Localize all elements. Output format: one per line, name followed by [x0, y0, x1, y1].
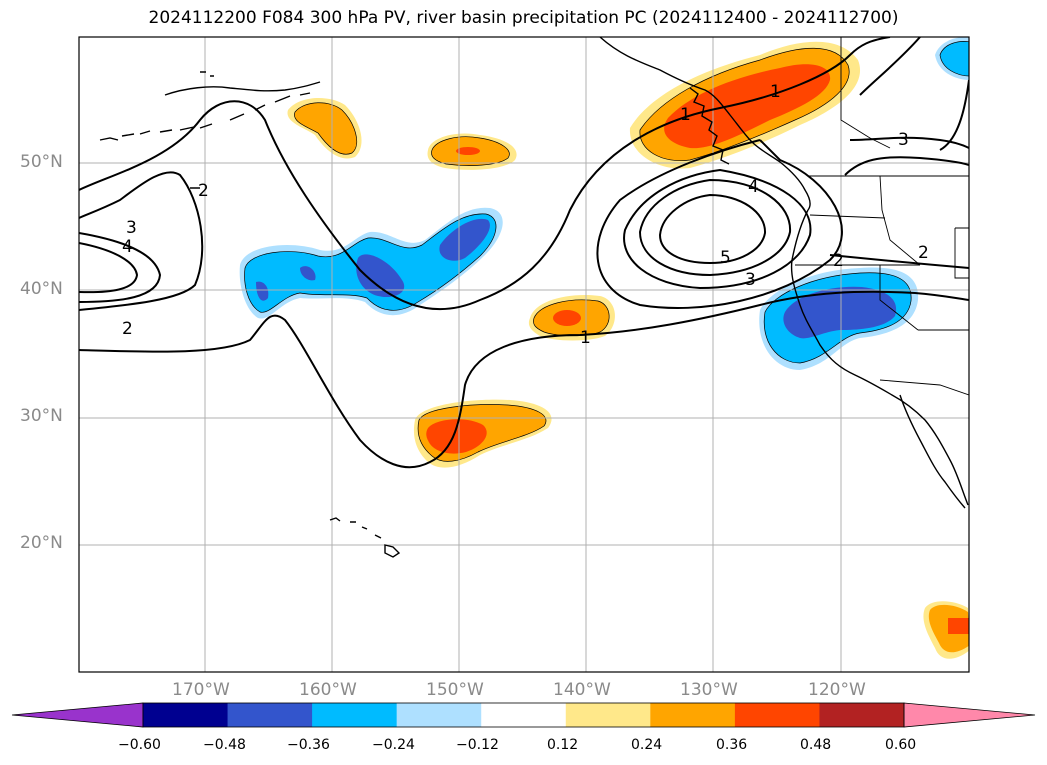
pv-contour-5-east — [658, 193, 767, 265]
contour-labels: 3 4 2 2 1 1 5 4 3 2 3 2 1 — [122, 82, 929, 348]
pv-contour-ne-edge — [939, 79, 969, 151]
lon-label-120w: 120°W — [808, 680, 866, 700]
precip-blob-npac-negative-blue-3 — [300, 266, 316, 281]
coast-alaska — [599, 37, 811, 211]
contour-label: 2 — [198, 181, 209, 201]
precip-blob-npac-negative-blue-4 — [256, 281, 269, 301]
colorbar-tick: −0.24 — [372, 737, 415, 753]
precip-anomalies — [239, 37, 969, 659]
precip-blob-aleutian-orange — [294, 102, 357, 155]
coast-sea-islands — [190, 71, 214, 189]
precip-outlines — [244, 41, 969, 462]
lat-label-50n: 50°N — [20, 152, 63, 172]
plot-content — [79, 37, 969, 672]
contour-label: 2 — [833, 251, 844, 271]
precip-blob-140w-red — [553, 310, 581, 326]
border-nevada — [879, 265, 919, 331]
contour-label: 4 — [748, 177, 759, 197]
pv-contour-3-ne — [849, 136, 969, 149]
colorbar-tick: 0.48 — [800, 737, 832, 753]
coast-alaska-peninsula — [164, 81, 321, 96]
colorbar-segments — [143, 703, 905, 727]
contour-label: 1 — [770, 82, 781, 102]
coast-hawaii — [329, 517, 401, 558]
precip-blob-npac-negative-blue — [356, 254, 405, 298]
contour-label: 1 — [680, 105, 691, 125]
precip-blob-se-red — [948, 618, 969, 634]
precip-blob-midpac-north-red — [456, 147, 480, 155]
precip-blob-npac-negative-blue-2 — [439, 218, 490, 261]
colorbar-tick: 0.60 — [885, 737, 917, 753]
pv-contours — [79, 37, 969, 469]
colorbar-segment — [481, 703, 567, 727]
pv-contour-2-ne — [844, 37, 969, 176]
lon-label-160w: 160°W — [299, 680, 357, 700]
lon-label-130w: 130°W — [680, 680, 738, 700]
lat-label-20n: 20°N — [20, 533, 63, 553]
border-east — [954, 227, 969, 279]
pv-contour-3-east — [623, 168, 812, 290]
colorbar-tick: 0.24 — [631, 737, 663, 753]
colorbar-segment — [650, 703, 736, 727]
plot-frame — [78, 36, 970, 673]
border-washington-oregon — [809, 214, 886, 219]
colorbar-tick: 0.36 — [716, 737, 748, 753]
border-alaska-canada — [840, 37, 891, 149]
contour-label: 5 — [720, 248, 731, 268]
contour-label: 2 — [918, 243, 929, 263]
lat-label-40n: 40°N — [20, 279, 63, 299]
precip-blob-ne-cyan — [940, 41, 969, 76]
lon-label-170w: 170°W — [172, 680, 230, 700]
contour-label: 4 — [122, 237, 133, 257]
colorbar-tick: −0.60 — [118, 737, 161, 753]
contour-label: 3 — [898, 130, 909, 150]
lat-label-30n: 30°N — [20, 406, 63, 426]
pv-contour-4-east — [638, 178, 792, 277]
contour-label: 1 — [580, 328, 591, 348]
colorbar-segment — [396, 703, 482, 727]
coastlines — [99, 37, 969, 558]
pv-contour-2-west — [79, 171, 204, 311]
precip-blob-30n-red — [426, 419, 487, 454]
border-idaho — [879, 175, 921, 266]
contour-label: 3 — [745, 270, 756, 290]
pv-contour-2-east-south — [829, 254, 969, 269]
lon-label-150w: 150°W — [426, 680, 484, 700]
lon-label-140w: 140°W — [553, 680, 611, 700]
pv-contour-1 — [79, 37, 891, 311]
coast-baja — [899, 394, 966, 509]
colorbar-segment — [312, 703, 398, 727]
border-us-mexico — [879, 379, 969, 396]
colorbar-extend-low — [11, 702, 144, 728]
colorbar-tick: 0.12 — [547, 737, 579, 753]
colorbar-tick: −0.36 — [287, 737, 330, 753]
contour-label: 3 — [126, 218, 137, 238]
coast-aleutians — [99, 92, 311, 141]
pv-contour-4-west — [79, 242, 139, 294]
colorbar — [11, 702, 1036, 728]
contour-label: 2 — [122, 319, 133, 339]
colorbar-segment — [819, 703, 905, 727]
colorbar-tick: −0.12 — [456, 737, 499, 753]
colorbar-segment — [734, 703, 820, 727]
coast-westcoast — [790, 209, 969, 506]
map-title: 2024112200 F084 300 hPa PV, river basin … — [148, 8, 899, 28]
colorbar-segment — [227, 703, 313, 727]
pv-contour-2-east — [596, 139, 843, 309]
colorbar-segment — [565, 703, 651, 727]
pv-contour-1-south — [79, 290, 969, 469]
pv-contour-3-west — [79, 232, 162, 303]
colorbar-extend-high — [903, 702, 1036, 728]
colorbar-segment — [143, 703, 229, 727]
precip-blob-bc-coast-red — [664, 64, 831, 149]
colorbar-tick: −0.48 — [203, 737, 246, 753]
borders — [795, 37, 969, 396]
precip-blob-california-blue — [783, 286, 897, 339]
gridlines — [79, 37, 969, 672]
